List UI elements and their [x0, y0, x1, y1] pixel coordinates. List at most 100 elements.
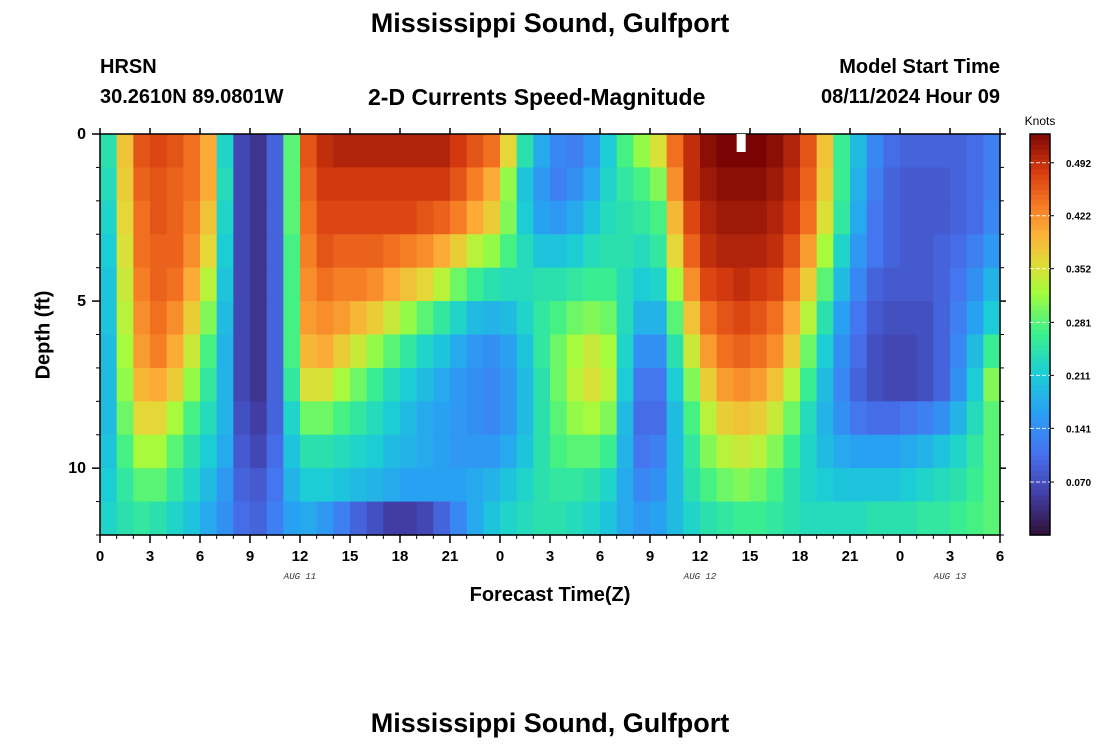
colorbar-segment	[1030, 214, 1050, 220]
heatmap-cell	[183, 468, 201, 503]
heatmap-cell	[800, 267, 818, 302]
heatmap-cell	[216, 401, 234, 436]
heatmap-cell	[466, 134, 484, 169]
heatmap-cell	[500, 401, 518, 436]
heatmap-cell	[366, 334, 384, 369]
heatmap-cell	[716, 200, 734, 235]
heatmap-cell	[983, 401, 1001, 436]
heatmap-cell	[383, 334, 401, 369]
heatmap-cell	[550, 200, 568, 235]
heatmap-cell	[116, 501, 134, 536]
heatmap-cell	[216, 501, 234, 536]
heatmap-cell	[316, 200, 334, 235]
heatmap-cell	[366, 234, 384, 269]
station-coordinates: 30.2610N 89.0801W	[100, 86, 284, 108]
heatmap-cell	[783, 367, 801, 402]
colorbar-segment	[1030, 254, 1050, 260]
heatmap-cell	[566, 267, 584, 302]
heatmap-cell	[150, 367, 168, 402]
heatmap-cell	[150, 234, 168, 269]
heatmap-cell	[816, 468, 834, 503]
colorbar: Knots 0.070 0.141 0.211 0.281 0.352 0.422 0.492	[1025, 114, 1091, 536]
heatmap-cell	[583, 468, 601, 503]
heatmap-cell	[533, 434, 551, 469]
heatmap-cell	[950, 167, 968, 202]
heatmap-cell	[866, 401, 884, 436]
heatmap-cell	[350, 367, 368, 402]
heatmap-cell	[866, 468, 884, 503]
heatmap-cell	[833, 167, 851, 202]
heatmap-cell	[750, 301, 768, 336]
heatmap-cell	[516, 401, 534, 436]
heatmap-cell	[533, 167, 551, 202]
heatmap-cell	[950, 234, 968, 269]
heatmap-cell	[116, 367, 134, 402]
y-axis-label: Depth (ft)	[32, 290, 55, 380]
heatmap-cell	[383, 167, 401, 202]
heatmap-cell	[816, 134, 834, 169]
heatmap-cell	[533, 134, 551, 169]
heatmap-cell	[266, 468, 284, 503]
heatmap-cell	[600, 301, 618, 336]
colorbar-segment	[1030, 429, 1050, 436]
colorbar-segment	[1030, 349, 1050, 356]
heatmap-cell	[900, 501, 918, 536]
heatmap-cell	[716, 434, 734, 469]
heatmap-cell	[783, 167, 801, 202]
heatmap-cell	[550, 468, 568, 503]
heatmap-cell	[483, 401, 501, 436]
heatmap-cell	[500, 267, 518, 302]
heatmap-cell	[383, 367, 401, 402]
colorbar-segment	[1030, 339, 1050, 346]
heatmap-cell	[133, 301, 151, 336]
station-code: HRSN	[100, 56, 157, 78]
heatmap-cell	[666, 367, 684, 402]
colorbar-segment	[1030, 169, 1050, 175]
heatmap-cell	[100, 367, 118, 402]
heatmap-cell	[616, 367, 634, 402]
heatmap-cell	[600, 267, 618, 302]
heatmap-cell	[433, 434, 451, 469]
heatmap-cell	[283, 434, 301, 469]
colorbar-segment	[1030, 184, 1050, 190]
heatmap-cell	[150, 301, 168, 336]
heatmap-cell	[683, 334, 701, 369]
heatmap-cell	[783, 468, 801, 503]
heatmap-cell	[166, 434, 184, 469]
heatmap-cell	[550, 234, 568, 269]
colorbar-segment	[1030, 344, 1050, 351]
colorbar-tick-label: 0.422	[1066, 212, 1091, 223]
heatmap-cell	[566, 401, 584, 436]
heatmap-cell	[233, 367, 251, 402]
heatmap-cell	[216, 434, 234, 469]
heatmap-cell	[483, 200, 501, 235]
colorbar-segment	[1030, 269, 1050, 275]
colorbar-segment	[1030, 139, 1050, 145]
heatmap-cell	[450, 501, 468, 536]
heatmap-cell	[250, 501, 268, 536]
y-tick-label: 10	[68, 460, 86, 477]
heatmap-cell	[200, 200, 218, 235]
heatmap-cell	[333, 501, 351, 536]
heatmap-cell	[100, 468, 118, 503]
colorbar-segment	[1030, 464, 1050, 471]
x-tick-label: 0	[96, 548, 104, 565]
heatmap-cell	[366, 134, 384, 169]
heatmap-cell	[716, 401, 734, 436]
heatmap-cell	[900, 200, 918, 235]
heatmap-cell	[166, 267, 184, 302]
heatmap-cell	[350, 401, 368, 436]
colorbar-segment	[1030, 399, 1050, 406]
heatmap-cell	[666, 267, 684, 302]
heatmap-cell	[616, 167, 634, 202]
heatmap-cell	[800, 501, 818, 536]
colorbar-segment	[1030, 479, 1050, 486]
heatmap-cell	[300, 234, 318, 269]
heatmap-cell	[250, 234, 268, 269]
heatmap-cell	[166, 167, 184, 202]
heatmap-cell	[500, 200, 518, 235]
heatmap-cell	[483, 267, 501, 302]
heatmap-cell	[866, 167, 884, 202]
heatmap-cell	[400, 167, 418, 202]
heatmap-cell	[783, 334, 801, 369]
